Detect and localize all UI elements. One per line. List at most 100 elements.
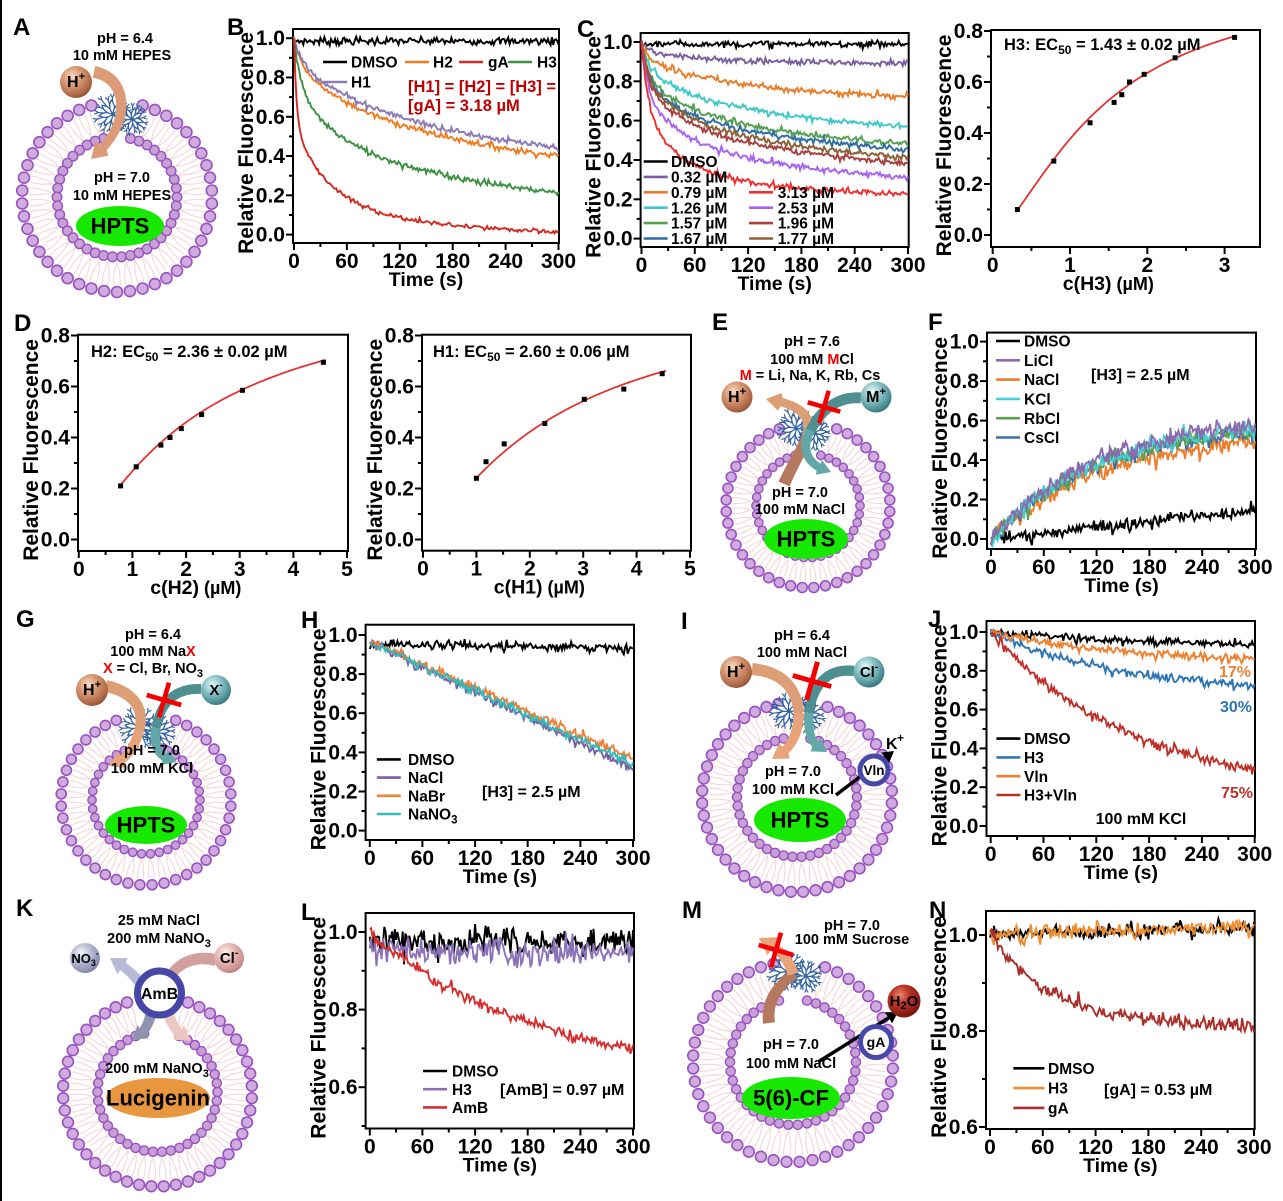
svg-text:[gA] = 3.18 µM: [gA] = 3.18 µM xyxy=(408,97,520,115)
svg-text:0: 0 xyxy=(636,254,648,277)
svg-text:Time (s): Time (s) xyxy=(1083,1155,1157,1177)
svg-text:100 mM KCl: 100 mM KCl xyxy=(111,761,193,777)
svg-text:0.8: 0.8 xyxy=(949,660,979,683)
svg-text:0.79 µM: 0.79 µM xyxy=(671,185,727,202)
svg-text:3: 3 xyxy=(234,558,246,581)
svg-text:1.96 µM: 1.96 µM xyxy=(778,216,834,233)
svg-text:1.26 µM: 1.26 µM xyxy=(671,200,727,217)
svg-text:0.6: 0.6 xyxy=(41,376,70,399)
svg-text:H3: H3 xyxy=(1024,750,1044,767)
svg-text:300: 300 xyxy=(615,847,650,870)
svg-text:5: 5 xyxy=(684,558,696,581)
svg-text:G: G xyxy=(16,606,35,633)
svg-text:180: 180 xyxy=(1131,1136,1166,1159)
svg-text:HPTS: HPTS xyxy=(91,214,150,239)
svg-text:180: 180 xyxy=(435,250,470,273)
svg-text:0.0: 0.0 xyxy=(385,529,414,552)
svg-text:0.32 µM: 0.32 µM xyxy=(671,170,727,187)
svg-text:C: C xyxy=(577,16,594,43)
svg-text:10 mM HEPES: 10 mM HEPES xyxy=(73,48,172,64)
svg-text:H3: EC50 = 1.43 ± 0.02 µM: H3: EC50 = 1.43 ± 0.02 µM xyxy=(1004,36,1201,57)
svg-text:pH = 7.0: pH = 7.0 xyxy=(765,764,821,780)
svg-text:240: 240 xyxy=(1185,556,1220,579)
svg-text:0: 0 xyxy=(985,843,997,866)
svg-text:H2O: H2O xyxy=(890,993,919,1012)
svg-text:0.0: 0.0 xyxy=(256,224,285,247)
svg-text:100 mM NaCl: 100 mM NaCl xyxy=(755,502,845,518)
svg-text:0.0: 0.0 xyxy=(949,815,978,838)
svg-text:c(H3): c(H3) xyxy=(1063,273,1112,295)
svg-text:Vln: Vln xyxy=(863,763,884,778)
svg-text:1.0: 1.0 xyxy=(328,624,357,647)
svg-text:H: H xyxy=(301,607,318,634)
svg-text:180: 180 xyxy=(1132,843,1167,866)
svg-text:0.6: 0.6 xyxy=(256,106,285,129)
svg-text:Relative Fluorescence: Relative Fluorescence xyxy=(583,36,606,258)
svg-text:240: 240 xyxy=(488,250,523,273)
svg-text:H1: H1 xyxy=(351,75,371,92)
svg-text:KCl: KCl xyxy=(1024,392,1051,409)
svg-text:60: 60 xyxy=(1032,556,1055,579)
svg-text:H1: EC50 = 2.60 ± 0.06 µM: H1: EC50 = 2.60 ± 0.06 µM xyxy=(433,343,630,364)
svg-text:0: 0 xyxy=(364,847,376,870)
svg-text:240: 240 xyxy=(563,847,598,870)
svg-text:AmB: AmB xyxy=(452,1100,488,1117)
svg-text:0.4: 0.4 xyxy=(954,122,984,145)
svg-text:Time (s): Time (s) xyxy=(1084,575,1158,597)
svg-text:K: K xyxy=(16,895,34,922)
svg-text:100 mM MCl: 100 mM MCl xyxy=(770,352,854,368)
svg-text:H3: H3 xyxy=(1048,1081,1068,1098)
svg-text:100 mM NaCl: 100 mM NaCl xyxy=(746,1056,836,1072)
svg-text:180: 180 xyxy=(510,847,545,870)
svg-text:A: A xyxy=(13,14,30,41)
svg-text:2: 2 xyxy=(524,558,536,581)
svg-text:Time (s): Time (s) xyxy=(463,1155,537,1177)
svg-text:0: 0 xyxy=(984,1136,996,1159)
svg-text:NaCl: NaCl xyxy=(1024,372,1059,389)
svg-text:0.8: 0.8 xyxy=(328,663,358,686)
svg-text:CsCl: CsCl xyxy=(1024,430,1059,447)
svg-text:pH = 6.4: pH = 6.4 xyxy=(97,31,153,47)
svg-text:300: 300 xyxy=(615,1136,650,1159)
svg-text:Cl-: Cl- xyxy=(220,948,238,967)
svg-text:pH = 6.4: pH = 6.4 xyxy=(125,627,181,643)
svg-text:240: 240 xyxy=(1184,1136,1219,1159)
svg-text:gA: gA xyxy=(1048,1101,1069,1118)
svg-text:180: 180 xyxy=(1132,556,1167,579)
svg-text:HPTS: HPTS xyxy=(771,808,830,833)
svg-text:60: 60 xyxy=(1032,843,1055,866)
svg-text:[AmB] = 0.97 µM: [AmB] = 0.97 µM xyxy=(500,1082,624,1099)
svg-text:1.77 µM: 1.77 µM xyxy=(778,231,834,248)
svg-text:LiCl: LiCl xyxy=(1024,353,1053,370)
svg-text:0.6: 0.6 xyxy=(954,71,983,94)
svg-text:NaNO3: NaNO3 xyxy=(408,807,457,827)
svg-text:300: 300 xyxy=(541,250,576,273)
svg-text:[H3] = 2.5 µM: [H3] = 2.5 µM xyxy=(482,784,581,801)
svg-text:Relative Fluorescence: Relative Fluorescence xyxy=(308,917,331,1139)
svg-text:100 mM NaCl: 100 mM NaCl xyxy=(757,645,847,661)
svg-text:1: 1 xyxy=(1064,254,1076,277)
svg-text:1: 1 xyxy=(127,558,139,581)
svg-text:pH = 7.0: pH = 7.0 xyxy=(824,918,880,934)
svg-text:300: 300 xyxy=(1237,556,1272,579)
svg-text:0.6: 0.6 xyxy=(328,1076,357,1099)
svg-text:F: F xyxy=(928,309,943,336)
svg-text:0.4: 0.4 xyxy=(256,145,286,168)
svg-text:c(H1): c(H1) xyxy=(494,577,543,599)
svg-text:0.0: 0.0 xyxy=(950,528,979,551)
svg-text:[H3] = 2.5 µM: [H3] = 2.5 µM xyxy=(1091,367,1190,384)
svg-text:0.4: 0.4 xyxy=(949,737,979,760)
svg-text:Relative Fluorescence: Relative Fluorescence xyxy=(308,629,331,851)
svg-text:240: 240 xyxy=(837,254,872,277)
svg-text:60: 60 xyxy=(411,847,434,870)
svg-text:1.0: 1.0 xyxy=(328,921,357,944)
svg-text:0.0: 0.0 xyxy=(328,820,357,843)
svg-text:300: 300 xyxy=(1236,1136,1271,1159)
svg-text:DMSO: DMSO xyxy=(671,154,718,171)
svg-text:0.2: 0.2 xyxy=(41,478,70,501)
svg-text:gA: gA xyxy=(488,55,509,72)
svg-text:H3+Vln: H3+Vln xyxy=(1024,788,1077,805)
svg-text:0.6: 0.6 xyxy=(385,376,414,399)
svg-text:DMSO: DMSO xyxy=(1024,334,1071,351)
svg-text:1.57 µM: 1.57 µM xyxy=(671,216,727,233)
